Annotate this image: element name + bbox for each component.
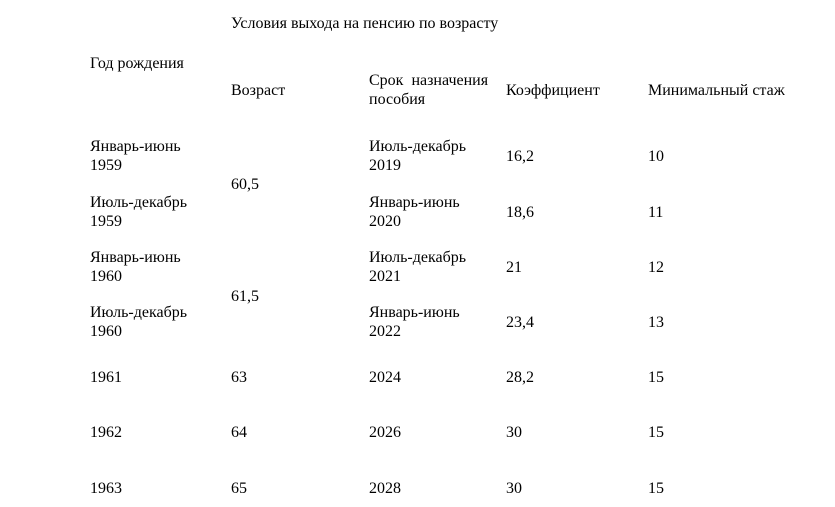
row-1-coefficient: 16,2 — [506, 148, 534, 165]
table-row-1-term: Июль-декабрь 2019 — [369, 137, 466, 175]
header-coefficient: Коэффициент — [506, 82, 600, 99]
table-row-2-term: Январь-июнь 2020 — [369, 193, 460, 231]
row-1-birth-line1: Январь-июнь — [90, 138, 181, 155]
row-4-term-line2: 2022 — [369, 323, 401, 340]
merged-age-1: 60,5 — [231, 176, 259, 193]
row-3-birth-line1: Январь-июнь — [90, 249, 181, 266]
row-3-birth-line2: 1960 — [90, 268, 122, 285]
header-term: Срок назначения пособия — [369, 71, 488, 109]
row-5-coefficient: 28,2 — [506, 369, 534, 386]
row-3-min-experience: 12 — [648, 259, 664, 276]
row-7-age: 65 — [231, 480, 247, 497]
row-2-birth-line1: Июль-декабрь — [90, 194, 188, 211]
row-4-min-experience: 13 — [648, 314, 664, 331]
row-1-min-experience: 10 — [648, 148, 664, 165]
table-title: Условия выхода на пенсию по возрасту — [231, 15, 499, 32]
table-row-4-term: Январь-июнь 2022 — [369, 303, 460, 341]
row-1-birth-line2: 1959 — [90, 157, 122, 174]
row-3-term-line2: 2021 — [369, 268, 401, 285]
row-2-term-line2: 2020 — [369, 213, 401, 230]
row-5-birth: 1961 — [90, 369, 122, 386]
row-3-term-line1: Июль-декабрь — [369, 249, 467, 266]
row-5-age: 63 — [231, 369, 247, 386]
table-row-3-term: Июль-декабрь 2021 — [369, 248, 466, 286]
row-4-birth-line1: Июль-декабрь — [90, 304, 188, 321]
table-row-2-birth: Июль-декабрь 1959 — [90, 193, 187, 231]
row-4-birth-line2: 1960 — [90, 323, 122, 340]
row-1-term-line1: Июль-декабрь — [369, 138, 467, 155]
header-term-line2: пособия — [369, 91, 426, 108]
table-row-3-birth: Январь-июнь 1960 — [90, 248, 181, 286]
row-2-birth-line2: 1959 — [90, 213, 122, 230]
row-1-term-line2: 2019 — [369, 157, 401, 174]
row-5-term: 2024 — [369, 369, 401, 386]
header-term-line1: Срок назначения — [369, 72, 489, 89]
row-6-age: 64 — [231, 424, 247, 441]
row-3-coefficient: 21 — [506, 259, 522, 276]
row-2-coefficient: 18,6 — [506, 204, 534, 221]
row-7-coefficient: 30 — [506, 480, 522, 497]
row-6-min-experience: 15 — [648, 424, 664, 441]
row-5-min-experience: 15 — [648, 369, 664, 386]
row-6-birth: 1962 — [90, 424, 122, 441]
row-4-term-line1: Январь-июнь — [369, 304, 460, 321]
row-6-coefficient: 30 — [506, 424, 522, 441]
header-min-experience: Минимальный стаж — [648, 82, 785, 99]
row-7-term: 2028 — [369, 480, 401, 497]
row-7-birth: 1963 — [90, 480, 122, 497]
row-6-term: 2026 — [369, 424, 401, 441]
table-row-4-birth: Июль-декабрь 1960 — [90, 303, 187, 341]
row-2-term-line1: Январь-июнь — [369, 194, 460, 211]
row-2-min-experience: 11 — [648, 204, 664, 221]
header-birth-year: Год рождения — [90, 55, 184, 72]
row-7-min-experience: 15 — [648, 480, 664, 497]
header-age: Возраст — [231, 82, 286, 99]
table-row-1-birth: Январь-июнь 1959 — [90, 137, 181, 175]
merged-age-2: 61,5 — [231, 288, 259, 305]
row-4-coefficient: 23,4 — [506, 314, 534, 331]
